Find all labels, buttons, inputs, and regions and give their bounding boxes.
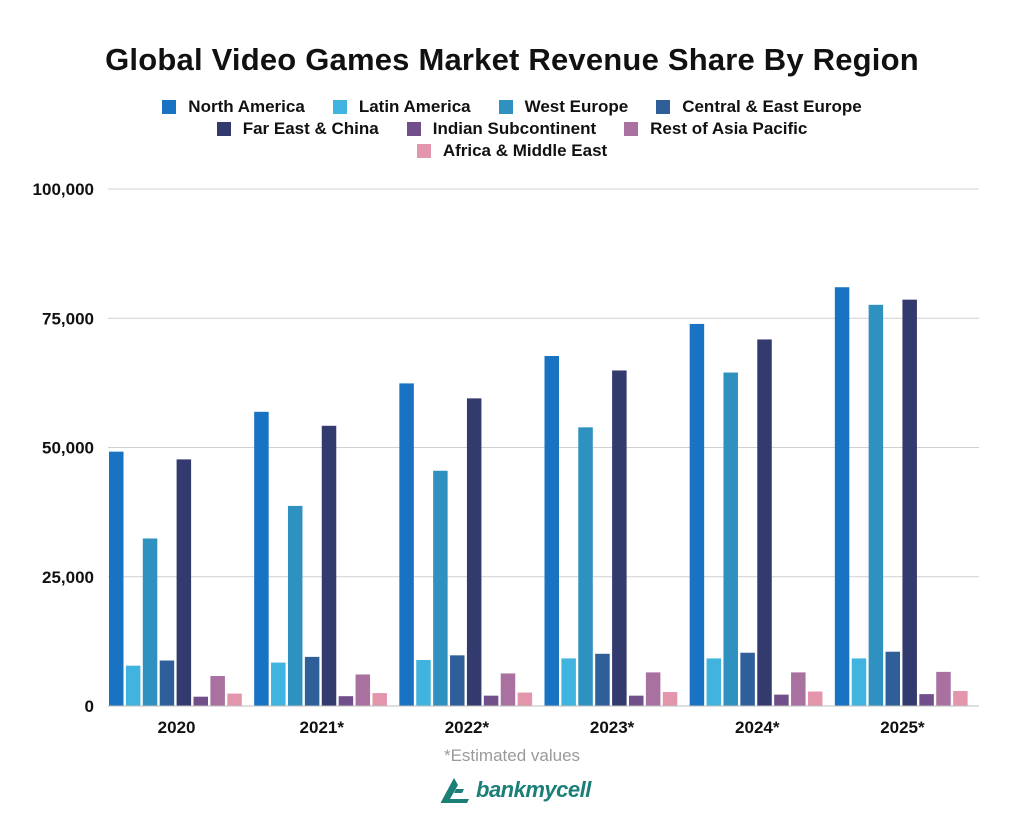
bar xyxy=(466,398,482,706)
bar xyxy=(416,659,431,706)
x-tick-label: 2021* xyxy=(300,718,345,737)
bar xyxy=(689,323,705,706)
bar xyxy=(338,696,354,706)
bar xyxy=(629,695,644,706)
bar xyxy=(595,653,610,706)
legend-swatch xyxy=(498,99,513,114)
bar xyxy=(953,691,968,706)
chart-title: Global Video Games Market Revenue Share … xyxy=(105,42,919,77)
logo-text: bankmycell xyxy=(476,777,591,802)
bar xyxy=(868,304,884,706)
legend-swatch xyxy=(656,99,671,114)
legend-swatch xyxy=(332,99,347,114)
legend-label: Rest of Asia Pacific xyxy=(650,119,808,138)
y-tick-label: 50,000 xyxy=(42,439,94,458)
bar xyxy=(807,691,823,706)
bar xyxy=(791,672,806,706)
bar xyxy=(125,665,141,706)
legend-item: Africa & Middle East xyxy=(416,141,608,160)
x-tick-label: 2020 xyxy=(158,718,196,737)
x-tick-label: 2022* xyxy=(445,718,490,737)
legend-label: Indian Subcontinent xyxy=(432,119,597,138)
bar xyxy=(936,671,951,706)
legend-swatch xyxy=(624,121,639,136)
bar xyxy=(399,383,414,706)
bar xyxy=(227,693,242,706)
legend-item: Indian Subcontinent xyxy=(406,119,597,138)
bar xyxy=(723,372,738,706)
bar xyxy=(142,538,158,706)
bar xyxy=(355,674,371,706)
bar xyxy=(706,658,722,706)
legend-label: Africa & Middle East xyxy=(442,141,608,160)
bar xyxy=(645,672,661,706)
bar xyxy=(919,694,934,706)
legend-item: Far East & China xyxy=(216,119,379,138)
y-tick-label: 0 xyxy=(85,697,94,716)
bar xyxy=(321,425,337,706)
bar xyxy=(517,692,533,706)
bar xyxy=(834,287,850,706)
bank-logo-icon xyxy=(441,778,469,803)
bar xyxy=(561,658,576,706)
bar xyxy=(450,655,465,706)
legend-label: Central & East Europe xyxy=(682,97,862,116)
legend-item: Central & East Europe xyxy=(656,97,862,116)
legend-label: Latin America xyxy=(358,97,471,116)
legend-swatch xyxy=(416,143,431,158)
bar xyxy=(612,370,627,706)
bar xyxy=(159,660,175,706)
bar xyxy=(662,692,678,706)
bar xyxy=(544,355,559,706)
legend-item: West Europe xyxy=(498,97,629,116)
legend-swatch xyxy=(406,121,421,136)
x-tick-label: 2024* xyxy=(735,718,780,737)
legend-swatch xyxy=(162,99,177,114)
bar xyxy=(851,658,867,706)
bar xyxy=(287,505,303,706)
legend-item: Latin America xyxy=(332,97,471,116)
bar xyxy=(176,459,192,706)
y-tick-label: 100,000 xyxy=(33,180,94,199)
bar xyxy=(372,693,387,706)
footnote: *Estimated values xyxy=(443,746,581,765)
bar xyxy=(483,695,499,706)
bar xyxy=(254,411,269,706)
legend-item: Rest of Asia Pacific xyxy=(624,119,807,138)
bar xyxy=(774,694,789,706)
brand-logo: bankmycell xyxy=(438,775,591,805)
bar xyxy=(885,651,901,706)
bar xyxy=(210,676,225,706)
bar xyxy=(757,339,772,706)
bar xyxy=(578,427,593,706)
y-tick-label: 75,000 xyxy=(42,309,94,328)
y-tick-label: 25,000 xyxy=(42,568,94,587)
legend-label: Far East & China xyxy=(242,119,379,138)
legend: North America Latin America West Europe Cen… xyxy=(140,97,884,160)
legend-swatch xyxy=(216,121,231,136)
bar xyxy=(304,656,320,706)
legend-label: West Europe xyxy=(524,97,629,116)
x-tick-label: 2023* xyxy=(590,718,635,737)
bar xyxy=(271,662,286,706)
x-tick-label: 2025* xyxy=(880,718,925,737)
bar xyxy=(193,696,208,706)
bar xyxy=(740,652,755,706)
bar xyxy=(500,673,516,706)
bar xyxy=(433,470,448,706)
bar xyxy=(902,299,917,706)
bar xyxy=(109,451,124,706)
legend-label: North America xyxy=(188,97,305,116)
legend-item: North America xyxy=(162,97,305,116)
